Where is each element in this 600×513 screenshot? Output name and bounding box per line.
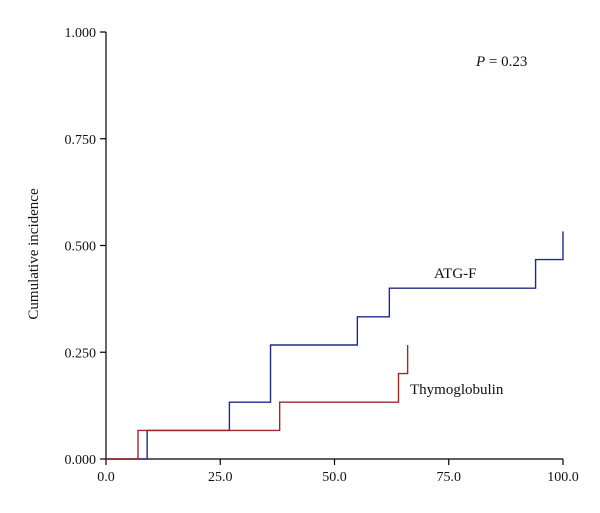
y-tick-label: 1.000	[65, 26, 97, 41]
series-label-thymoglobulin: Thymoglobulin	[410, 382, 504, 398]
y-tick-label: 0.250	[65, 346, 97, 361]
x-tick-label: 75.0	[437, 470, 462, 485]
y-axis-title: Cumulative incidence	[26, 188, 42, 320]
axes: 0.000 0.250 0.500 0.750 1.000 0.0 25.0 50.0 75.0…	[65, 26, 579, 485]
x-tick-label: 100.0	[547, 470, 579, 485]
x-tick-label: 0.0	[97, 470, 115, 485]
series-line-atg-f	[106, 231, 564, 460]
p-value-symbol: P	[475, 54, 485, 70]
y-tick-label: 0.500	[65, 240, 97, 255]
y-tick-label: 0.000	[65, 453, 97, 468]
series-layer	[106, 231, 564, 460]
y-tick-label: 0.750	[65, 133, 97, 148]
x-tick-label: 50.0	[322, 470, 347, 485]
series-label-atg-f: ATG-F	[434, 266, 477, 282]
p-value-text: = 0.23	[485, 54, 527, 70]
p-value-annotation: P = 0.23	[475, 54, 527, 70]
series-line-thymoglobulin	[106, 344, 409, 460]
x-tick-label: 25.0	[208, 470, 233, 485]
labels-layer: Cumulative incidence P = 0.23 ATG-F Thym…	[26, 54, 527, 398]
